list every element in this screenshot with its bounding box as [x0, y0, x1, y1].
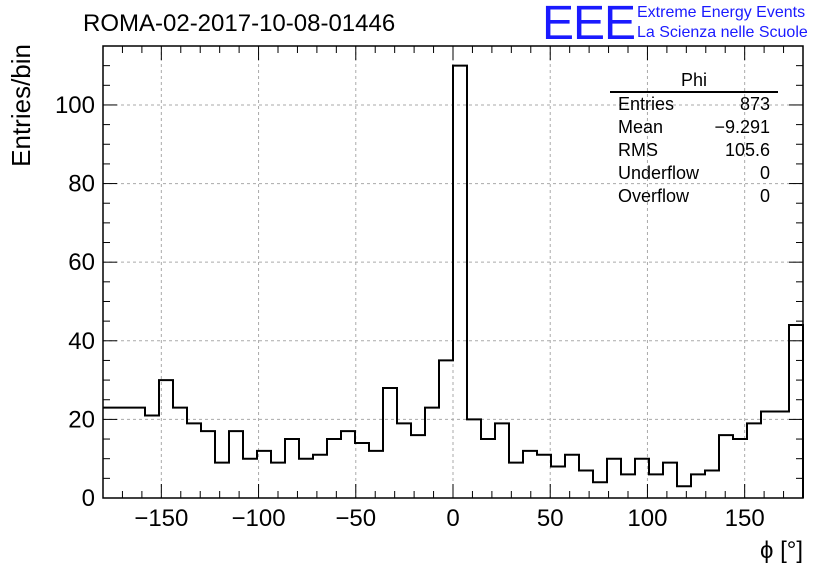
x-tick-label: 150	[725, 505, 765, 532]
y-tick-label: 20	[68, 406, 95, 433]
x-tick-labels: −150 −100 −50 0 50 100 150	[134, 505, 764, 532]
stats-row: Entries 873	[610, 93, 778, 116]
stats-label: RMS	[618, 140, 658, 160]
stats-label: Underflow	[618, 163, 700, 183]
x-tick-label: −150	[134, 505, 188, 532]
plot-frame	[102, 45, 804, 499]
y-tick-label: 0	[82, 485, 95, 512]
stats-row: Underflow 0	[610, 162, 778, 185]
x-axis-label: ϕ [°]	[760, 537, 803, 564]
stats-label: Overflow	[618, 186, 690, 206]
stats-row: Overflow 0	[610, 185, 778, 208]
y-tick-label: 100	[55, 92, 95, 119]
y-tick-labels: 0 20 40 60 80 100	[55, 92, 95, 512]
y-tick-label: 80	[68, 171, 95, 198]
y-tick-label: 60	[68, 249, 95, 276]
x-tick-label: 50	[537, 505, 564, 532]
stats-value: 873	[739, 94, 770, 114]
stats-value: 0	[759, 163, 770, 183]
stats-label: Entries	[618, 94, 675, 114]
x-tick-label: 0	[446, 505, 459, 532]
stats-row: Mean −9.291	[610, 116, 778, 139]
logo-line-2: La Scienza nelle Scuole	[637, 24, 808, 41]
x-tick-label: 100	[627, 505, 667, 532]
stats-box: Phi Entries 873 Mean −9.291 RMS 105.6 Underflo…	[610, 70, 778, 208]
y-tick-label: 40	[68, 328, 95, 355]
stats-value: 105.6	[724, 140, 770, 160]
y-axis-label: Entries/bin	[6, 44, 36, 167]
histogram-series	[103, 64, 804, 498]
stats-value: −9.291	[714, 117, 770, 137]
x-tick-label: −50	[335, 505, 376, 532]
plot-title: ROMA-02-2017-10-08-01446	[83, 10, 396, 37]
stats-row: RMS 105.6	[610, 139, 778, 162]
logo-line-1: Extreme Energy Events	[637, 4, 806, 21]
eee-logo: EEE	[542, 0, 636, 50]
stats-title: Phi	[610, 70, 778, 93]
stats-label: Mean	[618, 117, 664, 137]
x-tick-label: −100	[232, 505, 286, 532]
stats-value: 0	[759, 186, 770, 206]
y-axis-ticks	[103, 45, 803, 499]
